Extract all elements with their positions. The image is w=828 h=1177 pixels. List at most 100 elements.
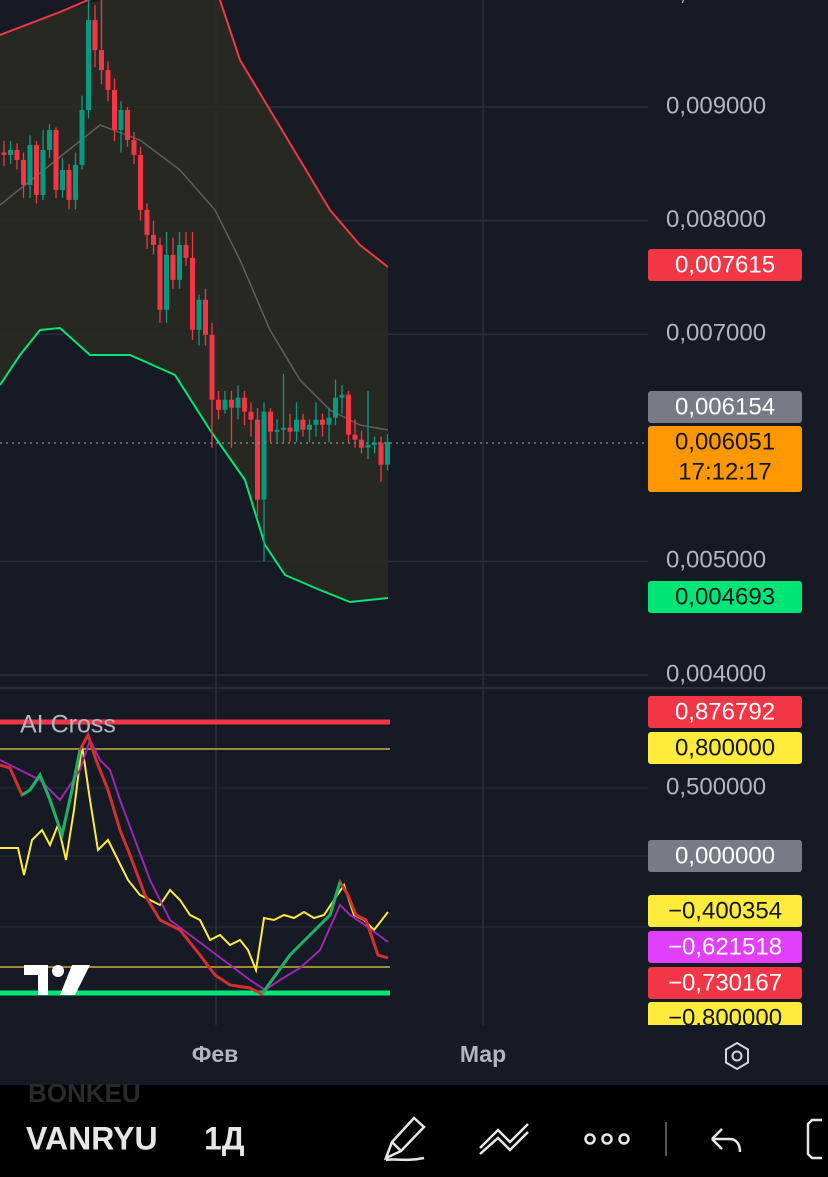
price-tick-label: 0,009000 — [666, 92, 766, 119]
badge-label: 0,800000 — [675, 734, 775, 761]
price-badge — [648, 696, 802, 728]
settings-button[interactable] — [725, 1041, 749, 1071]
candle-body — [157, 244, 163, 310]
candle-body — [73, 164, 78, 200]
price-badge — [648, 840, 802, 872]
interval[interactable]: 1Д — [204, 1120, 245, 1156]
candle-body — [47, 129, 52, 150]
draw-button[interactable] — [383, 1116, 426, 1162]
toolbar — [0, 1085, 828, 1177]
candle-body — [34, 144, 39, 195]
candle-body — [300, 419, 306, 430]
candle-body — [86, 20, 91, 110]
price-tick-label: 0,004000 — [666, 660, 766, 687]
candle-body — [346, 394, 351, 435]
candle-body — [378, 442, 384, 465]
dot[interactable] — [584, 1133, 596, 1145]
price-badge — [648, 967, 802, 999]
candle-body — [66, 169, 72, 200]
candles — [1, 0, 390, 562]
indicator-tick-label: 0,500000 — [666, 773, 766, 800]
candle-body — [21, 159, 26, 185]
candle-body — [209, 334, 215, 400]
more-button[interactable] — [584, 1133, 630, 1145]
badge-label: 0,007615 — [675, 251, 775, 278]
candle-body — [359, 439, 364, 448]
candle-body — [281, 427, 286, 430]
candle-body — [261, 411, 267, 500]
dot[interactable] — [601, 1133, 613, 1145]
undo-icon[interactable] — [711, 1128, 742, 1153]
gear-icon[interactable] — [725, 1041, 749, 1071]
candle-body — [222, 399, 228, 410]
gear-hole — [731, 1050, 743, 1062]
badge-label: 0,004693 — [675, 583, 775, 610]
green-line — [21, 749, 342, 995]
price-badge — [648, 581, 802, 613]
badge-label: 0,006154 — [675, 393, 775, 420]
candle-body — [287, 427, 293, 432]
badge-label: −0,730167 — [668, 969, 782, 996]
undo-button[interactable] — [711, 1128, 742, 1153]
price-badge — [648, 426, 802, 492]
candle-body — [53, 129, 59, 190]
candle-body — [274, 429, 280, 432]
candle-body — [313, 419, 319, 425]
lower-band — [0, 326, 389, 604]
tradingview-logo — [24, 965, 90, 995]
candle-body — [242, 397, 247, 412]
price-tick-label: 0,005000 — [666, 547, 766, 574]
candle-body — [1, 152, 7, 155]
candle-body — [235, 397, 241, 408]
candle-body — [307, 424, 312, 430]
candle-body — [118, 109, 124, 130]
candle-body — [372, 442, 377, 445]
price-tick-label: 0,008000 — [666, 206, 766, 233]
candle-body — [248, 411, 254, 420]
candle-body — [8, 149, 13, 155]
badge-label: −0,621518 — [668, 933, 782, 960]
candle-body — [229, 399, 234, 408]
candle-body — [385, 442, 390, 465]
candle-body — [131, 139, 137, 155]
indicator-name: AI Cross — [20, 711, 116, 739]
candle-body — [294, 419, 299, 432]
axis-mask — [640, 1025, 828, 1085]
dot[interactable] — [618, 1133, 630, 1145]
badge-label: −0,400354 — [668, 897, 782, 924]
price-badge — [648, 895, 802, 927]
fullscreen-icon[interactable] — [806, 1118, 822, 1160]
candle-body — [183, 244, 189, 258]
candle-body — [339, 394, 345, 398]
candle-body — [144, 209, 150, 235]
time-label: Фев — [192, 1041, 239, 1067]
candle-body — [177, 244, 182, 280]
candle-body — [125, 109, 130, 140]
candle-body — [170, 254, 176, 280]
candle-body — [99, 50, 104, 71]
candle-body — [40, 149, 46, 195]
candle-body — [138, 154, 143, 210]
candle-body — [216, 399, 221, 410]
indicators-button[interactable] — [479, 1123, 529, 1155]
candle-body — [320, 419, 325, 425]
pen-icon[interactable] — [383, 1116, 426, 1162]
indicator-pane — [0, 719, 648, 996]
candle-body — [164, 254, 169, 310]
candle-body — [27, 144, 33, 185]
wave-icon[interactable] — [479, 1123, 529, 1155]
symbol[interactable]: VANRYU — [26, 1120, 158, 1156]
price-badge — [648, 931, 802, 963]
candle-body — [268, 411, 273, 432]
price-tick-label: 0,007000 — [666, 320, 766, 347]
candle-body — [196, 299, 202, 330]
yellow-line — [0, 744, 389, 974]
price-tick-label: 0,010000 — [666, 0, 766, 6]
candle-body — [365, 444, 371, 448]
price-badge — [648, 732, 802, 764]
candle-body — [14, 149, 20, 160]
badge-countdown: 17:12:17 — [678, 458, 771, 485]
purple-line — [0, 737, 389, 992]
candle-body — [112, 89, 117, 130]
